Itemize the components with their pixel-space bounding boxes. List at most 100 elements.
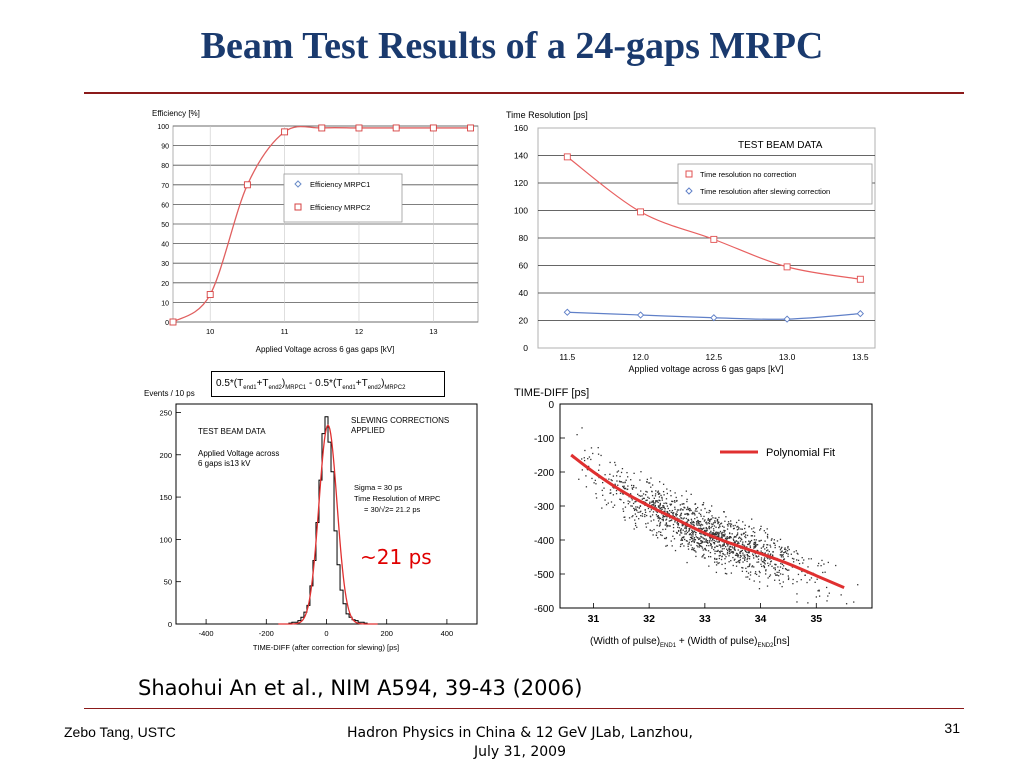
scatter-point (792, 578, 794, 581)
legend-no-correction-marker (685, 170, 693, 178)
scatter-point (818, 590, 820, 592)
scatter-point (748, 578, 751, 580)
scatter-point (633, 486, 635, 488)
scatter-point (746, 558, 748, 560)
scatter-point (735, 554, 738, 556)
scatter-point (703, 557, 706, 559)
scatter-point (814, 581, 816, 583)
scatter-point (674, 519, 676, 522)
scatter-point (649, 502, 651, 505)
scatter-point (718, 524, 721, 526)
scatter-point (698, 512, 700, 514)
scatter-point (782, 573, 784, 576)
scatter-point (717, 521, 719, 523)
histogram-xtick-label: 400 (441, 629, 454, 638)
scatter-point (724, 562, 726, 565)
scatter-point (801, 556, 803, 559)
scatter-point (681, 539, 684, 541)
scatter-point (752, 553, 754, 555)
scatter-point (728, 552, 731, 555)
scatter-point (693, 524, 695, 527)
scatter-point (738, 537, 740, 539)
scatter-point (702, 527, 704, 530)
scatter-point (692, 511, 694, 514)
scatter-point (685, 527, 687, 529)
scatter-point (711, 538, 714, 541)
scatter-point (735, 540, 738, 542)
scatter-point (680, 514, 682, 516)
scatter-point (709, 543, 712, 545)
scatter-point (791, 566, 794, 568)
scatter-point (742, 533, 745, 535)
scatter-point (763, 565, 765, 568)
scatter-point (600, 454, 602, 457)
scatter-point (737, 556, 739, 558)
scatter-point (769, 546, 772, 548)
scatter-point (749, 546, 752, 549)
scatter-point (692, 548, 694, 551)
scatter-point (665, 545, 667, 547)
scatter-point (698, 520, 701, 523)
scatter-point (728, 561, 730, 563)
scatter-point (732, 551, 734, 553)
scatter-point (729, 525, 732, 527)
scatter-point (633, 507, 635, 510)
time-resolution-chart: 0 20 40 60 80 100 120 140 160 11.5 12.0 12.5 13.0 13… (506, 110, 876, 374)
formula-svg: 0.5*(Tend1+Tend2)MRPC1 - 0.5*(Tend1+Tend… (216, 378, 406, 391)
scatter-point (782, 581, 784, 583)
scatter-point (721, 525, 724, 527)
scatter-point (686, 540, 688, 542)
scatter-point (649, 510, 651, 513)
scatter-point (654, 502, 656, 504)
scatter-point (731, 533, 733, 535)
scatter-point (715, 564, 718, 566)
scatter-point (694, 550, 696, 552)
scatter-point (788, 577, 790, 579)
scatter-point (713, 533, 715, 536)
scatter-point (736, 532, 739, 534)
scatter-point (623, 502, 625, 504)
scatter-point (736, 526, 738, 528)
scatter-point (622, 493, 624, 495)
scatter-ytick-label: 0 (548, 400, 554, 411)
scatter-point (641, 513, 644, 515)
scatter-point (738, 536, 741, 538)
scatter-point (669, 517, 671, 519)
scatter-ylabel: TIME-DIFF [ps] (514, 387, 589, 399)
scatter-point (614, 464, 617, 466)
scatter-point (660, 509, 662, 511)
time-resolution-ytick-label: 60 (519, 261, 529, 271)
scatter-point (662, 516, 664, 519)
scatter-point (857, 584, 859, 586)
scatter-point (740, 555, 742, 557)
scatter-point (761, 560, 764, 563)
scatter-point (640, 490, 642, 492)
scatter-ytick-label: -300 (534, 502, 554, 513)
scatter-point (783, 558, 785, 561)
scatter-point (626, 471, 628, 474)
histogram-xtick-label: 0 (324, 629, 328, 638)
scatter-point (736, 543, 739, 545)
scatter-point (658, 531, 660, 533)
scatter-point (744, 541, 747, 543)
scatter-point (718, 532, 720, 534)
scatter-point (659, 521, 662, 524)
scatter-point (666, 488, 668, 490)
scatter-point (652, 500, 655, 502)
scatter-point (715, 571, 718, 574)
scatter-point (703, 527, 705, 529)
scatter-point (734, 540, 736, 543)
scatter-point (615, 475, 618, 477)
scatter-point (731, 546, 733, 548)
scatter-point (688, 519, 690, 522)
scatter-point (742, 541, 744, 543)
scatter-point (704, 519, 706, 521)
scatter-point (691, 531, 693, 534)
scatter-point (766, 550, 768, 552)
scatter-point (793, 558, 795, 560)
scatter-point (736, 529, 739, 531)
scatter-point (700, 509, 702, 511)
scatter-point (663, 515, 666, 518)
scatter-point (685, 517, 688, 520)
scatter-point (766, 535, 769, 538)
